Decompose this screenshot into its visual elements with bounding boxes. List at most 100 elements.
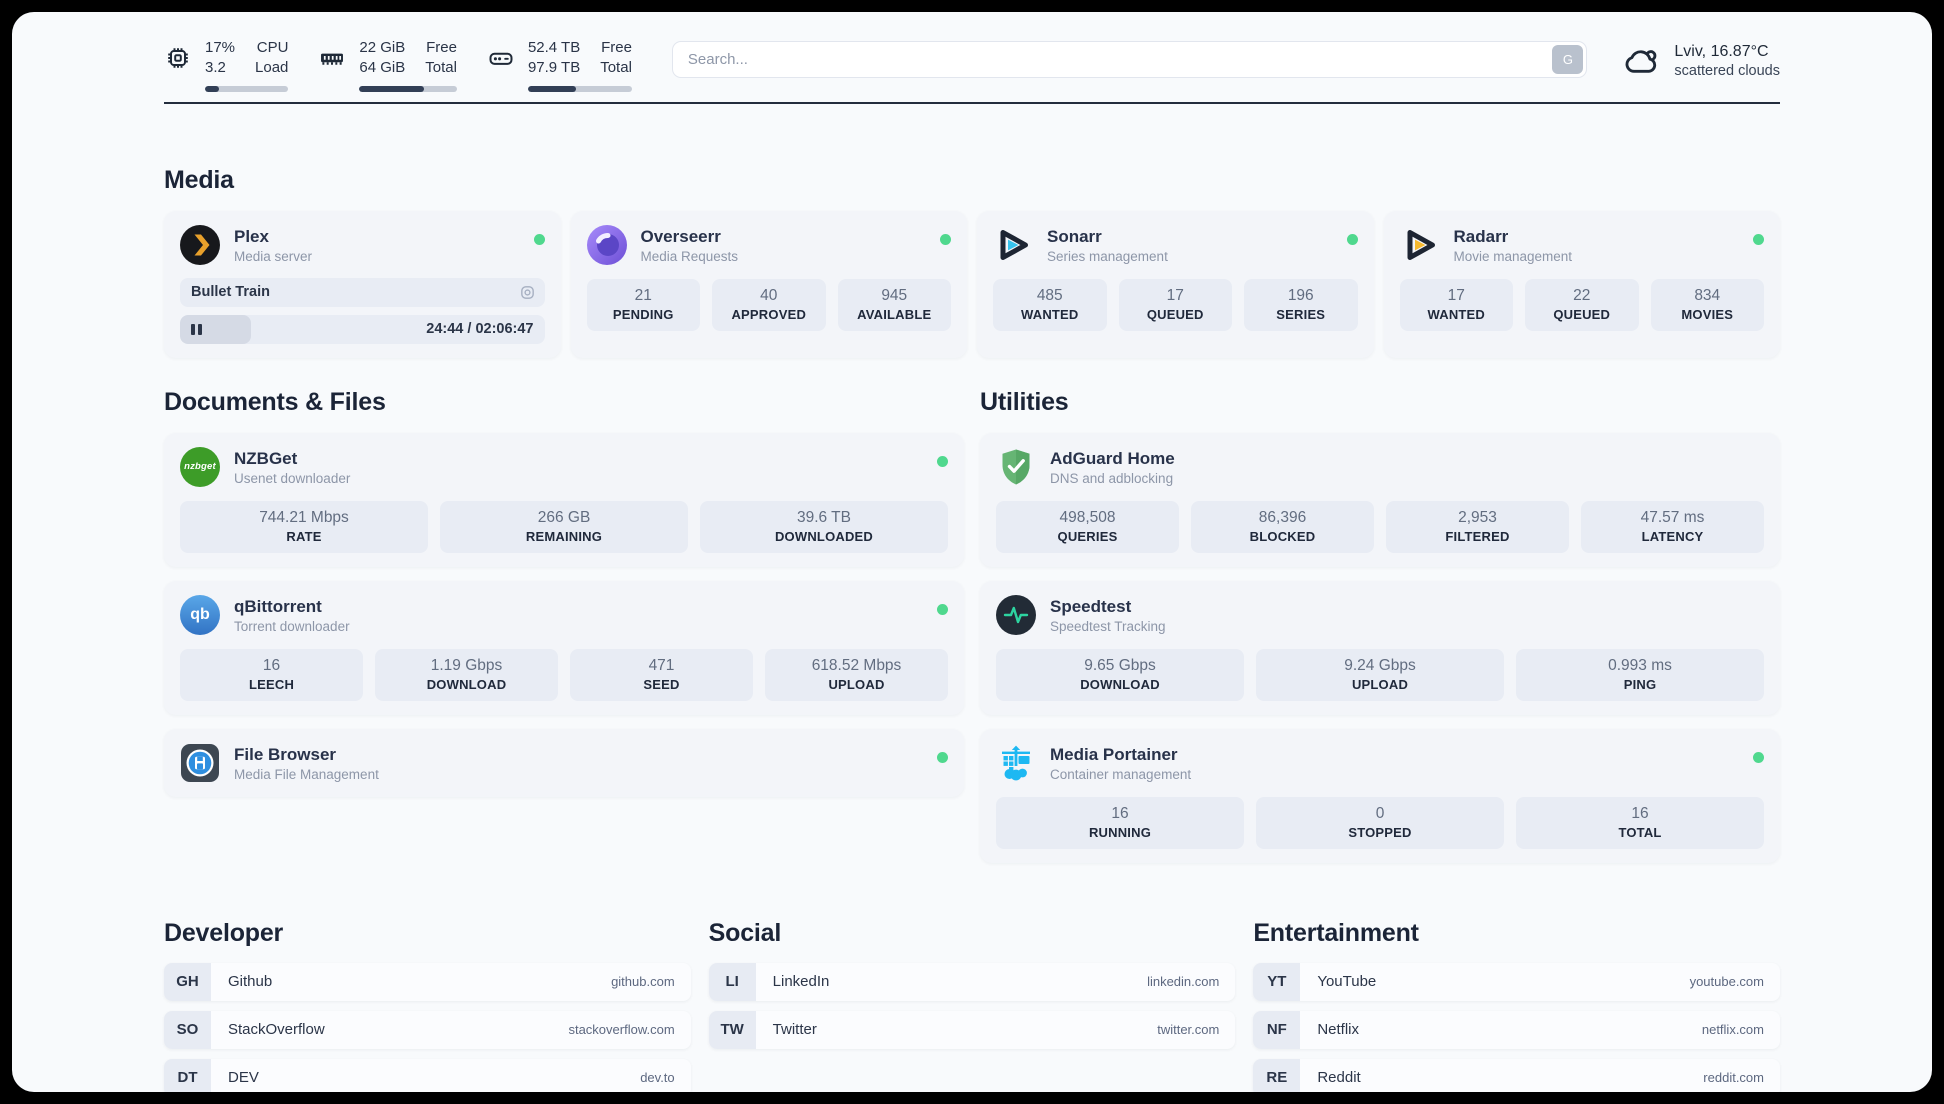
now-playing-row: Bullet Train (180, 277, 545, 307)
app-description: Media Requests (640, 248, 739, 264)
status-online-dot (940, 233, 951, 245)
stat-queued: 17 QUEUED (1118, 278, 1232, 331)
now-playing-title: Bullet Train (191, 284, 270, 300)
qbittorrent-icon: qb (180, 594, 220, 635)
ram-free-value: 22 GiB (359, 39, 406, 56)
bookmark-stackoverflow[interactable]: SO StackOverflow stackoverflow.com (164, 1010, 691, 1049)
bookmark-github[interactable]: GH Github github.com (164, 962, 691, 1001)
nzbget-card[interactable]: nzbget NZBGet Usenet downloader 744.21 M… (164, 432, 964, 567)
status-online-dot (1753, 751, 1764, 763)
section-title-social: Social (708, 918, 782, 947)
bookmark-dev[interactable]: DT DEV dev.to (164, 1058, 691, 1092)
bookmark-twitter[interactable]: TW Twitter twitter.com (708, 1010, 1236, 1049)
adguard-card[interactable]: AdGuard Home DNS and adblocking 498,508 … (980, 432, 1780, 567)
overseerr-card[interactable]: Overseerr Media Requests 21 PENDING 40 A… (570, 210, 967, 358)
app-description: Movie management (1453, 248, 1573, 264)
search-bar: G (671, 41, 1588, 79)
app-description: Media server (234, 248, 313, 264)
bookmark-name: Twitter (772, 1021, 817, 1038)
search-engine-button[interactable]: G (1552, 45, 1584, 75)
plex-icon (180, 224, 220, 265)
bookmark-name: StackOverflow (228, 1021, 325, 1038)
disk-icon (489, 53, 513, 66)
plex-card[interactable]: Plex Media server Bullet Train 24:44 / (164, 210, 561, 358)
app-name: AdGuard Home (1050, 448, 1175, 468)
disk-progress-fill (527, 85, 576, 92)
utilities-column: Utilities (980, 388, 1780, 863)
bookmark-abbr: TW (708, 1010, 756, 1049)
bookmark-name: Github (228, 973, 273, 990)
stat-pending: 21 PENDING (586, 278, 700, 331)
bookmark-url: linkedin.com (1147, 974, 1220, 989)
bookmark-url: stackoverflow.com (568, 1022, 675, 1037)
stat-wanted: 485 WANTED (993, 278, 1107, 331)
stat-leech: 16 LEECH (180, 648, 363, 701)
stat-wanted: 17 WANTED (1399, 278, 1513, 331)
bookmark-name: YouTube (1317, 973, 1377, 990)
stat-queries: 498,508 QUERIES (996, 500, 1179, 553)
sonarr-icon (993, 225, 1033, 265)
bookmark-youtube[interactable]: YT YouTube youtube.com (1253, 962, 1780, 1001)
bookmark-abbr: LI (708, 962, 756, 1001)
ram-progress-track (359, 85, 457, 92)
stat-available: 945 AVAILABLE (837, 278, 951, 331)
app-description: DNS and adblocking (1050, 470, 1174, 486)
filebrowser-card[interactable]: File Browser Media File Management (164, 728, 964, 797)
qbittorrent-card[interactable]: qb qBittorrent Torrent downloader 16 (164, 580, 964, 715)
adguard-icon (996, 447, 1036, 487)
bookmark-linkedin[interactable]: LI LinkedIn linkedin.com (708, 962, 1236, 1001)
disk-progress-track (527, 85, 632, 92)
status-online-dot (1346, 233, 1358, 245)
ram-total-value: 64 GiB (359, 59, 406, 77)
status-online-dot (533, 233, 545, 245)
ram-stat: 22 GiB 64 GiB Free Total (318, 38, 457, 92)
stat-download: 9.65 Gbps DOWNLOAD (996, 648, 1244, 701)
section-title-media: Media (164, 165, 234, 194)
disk-total-value: 97.9 TB (527, 59, 581, 77)
portainer-card[interactable]: Media Portainer Container management 16 … (980, 728, 1780, 863)
status-online-dot (937, 603, 948, 615)
bookmark-group-entertainment: Entertainment YT YouTube youtube.com NF … (1253, 919, 1780, 1092)
lens-icon (520, 285, 534, 299)
bookmark-netflix[interactable]: NF Netflix netflix.com (1253, 1010, 1780, 1049)
cpu-label: CPU (256, 39, 289, 56)
stat-rate: 744.21 Mbps RATE (180, 500, 428, 553)
weather-widget: Lviv, 16.87°C scattered clouds (1623, 42, 1780, 80)
radarr-card[interactable]: Radarr Movie management 17 WANTED 22 QUE… (1383, 210, 1780, 358)
app-name: NZBGet (234, 448, 298, 468)
player-progress-bar[interactable]: 24:44 / 02:06:47 (180, 314, 545, 344)
media-detail-button[interactable] (519, 284, 536, 301)
stat-blocked: 86,396 BLOCKED (1191, 500, 1374, 553)
cpu-progress-track (205, 85, 289, 92)
bookmark-url: reddit.com (1703, 1070, 1764, 1085)
app-name: Overseerr (640, 226, 721, 246)
ram-icon (321, 53, 344, 66)
cpu-value: 17% (205, 39, 236, 56)
speedtest-icon (996, 594, 1036, 635)
player-time: 24:44 / 02:06:47 (426, 321, 534, 337)
header-divider (164, 101, 1780, 104)
search-input[interactable] (671, 41, 1588, 79)
ram-total-label: Total (425, 59, 457, 77)
app-description: Torrent downloader (234, 618, 350, 634)
radarr-icon (1400, 225, 1440, 265)
stat-running: 16 RUNNING (996, 796, 1244, 849)
app-name: qBittorrent (234, 596, 322, 616)
stat-queued: 22 QUEUED (1525, 278, 1639, 331)
stat-stopped: 0 STOPPED (1256, 796, 1504, 849)
stat-approved: 40 APPROVED (712, 278, 826, 331)
stat-download: 1.19 Gbps DOWNLOAD (375, 648, 558, 701)
media-grid: Plex Media server Bullet Train 24:44 / (164, 210, 1780, 358)
speedtest-card[interactable]: Speedtest Speedtest Tracking 9.65 Gbps D… (980, 580, 1780, 715)
stat-total: 16 TOTAL (1516, 796, 1764, 849)
pause-button[interactable] (191, 323, 202, 335)
bookmark-abbr: SO (164, 1010, 211, 1049)
bookmark-url: github.com (611, 974, 675, 989)
cloud-icon (1626, 49, 1657, 73)
sonarr-card[interactable]: Sonarr Series management 485 WANTED 17 Q… (977, 210, 1374, 358)
bookmark-reddit[interactable]: RE Reddit reddit.com (1253, 1058, 1780, 1092)
stat-upload: 618.52 Mbps UPLOAD (765, 648, 948, 701)
portainer-icon (996, 743, 1036, 783)
cpu-load-value: 3.2 (205, 59, 226, 77)
app-name: Radarr (1453, 226, 1509, 246)
